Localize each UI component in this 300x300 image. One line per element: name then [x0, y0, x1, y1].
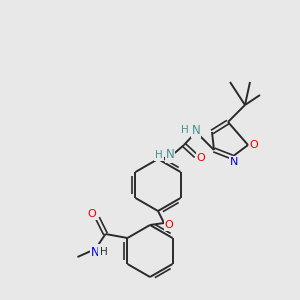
Text: N: N — [91, 245, 100, 259]
Text: O: O — [165, 220, 173, 230]
Text: H: H — [100, 247, 107, 257]
Text: H: H — [155, 150, 163, 160]
Text: N: N — [192, 124, 200, 136]
Text: O: O — [196, 153, 206, 163]
Text: H: H — [181, 125, 189, 135]
Text: O: O — [250, 140, 258, 150]
Text: O: O — [87, 209, 96, 219]
Text: N: N — [166, 148, 174, 161]
Text: N: N — [230, 157, 238, 167]
